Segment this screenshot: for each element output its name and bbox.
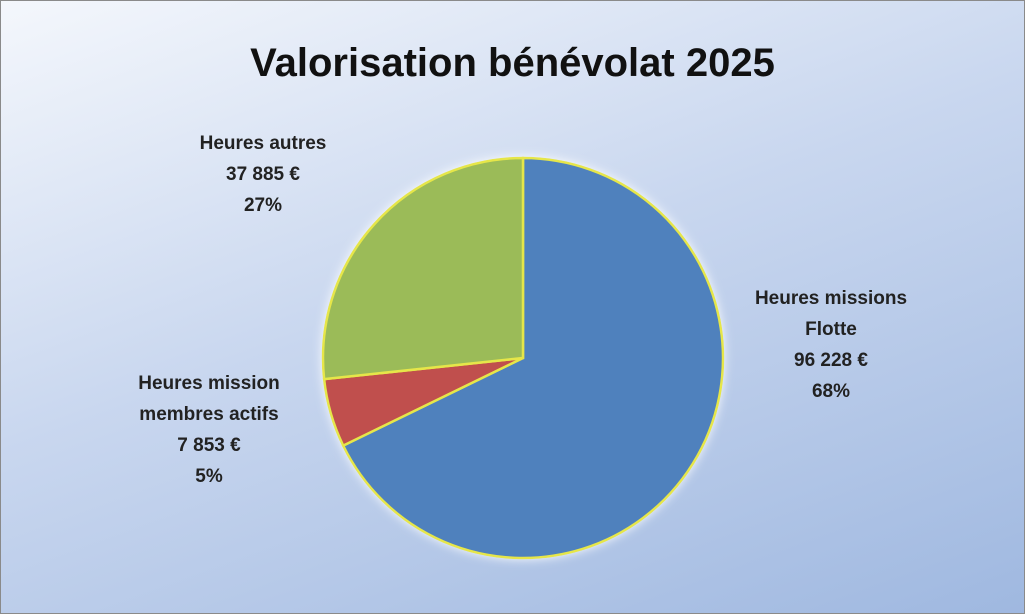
slice-label: Heures autres 37 885 € 27% [173, 128, 353, 221]
value-label: 37 885 € [226, 164, 300, 185]
slice-label: Heures mission membres actifs 7 853 € 5% [119, 368, 299, 492]
category-label: Heures autres [199, 133, 327, 154]
category-label: Heures mission membres actifs [138, 373, 280, 425]
pie-slice [341, 156, 725, 560]
category-label: Heures missions Flotte [754, 288, 908, 340]
percentage-label: 5% [195, 466, 223, 487]
slice-label: Heures missions Flotte 96 228 € 68% [741, 283, 921, 407]
value-label: 7 853 € [177, 435, 241, 456]
percentage-label: 27% [243, 195, 283, 216]
value-label: 96 228 € [794, 350, 868, 371]
chart-title: Valorisation bénévolat 2025 [250, 41, 775, 85]
percentage-label: 68% [811, 381, 851, 402]
slices [321, 156, 725, 560]
pie-slice [321, 156, 525, 381]
